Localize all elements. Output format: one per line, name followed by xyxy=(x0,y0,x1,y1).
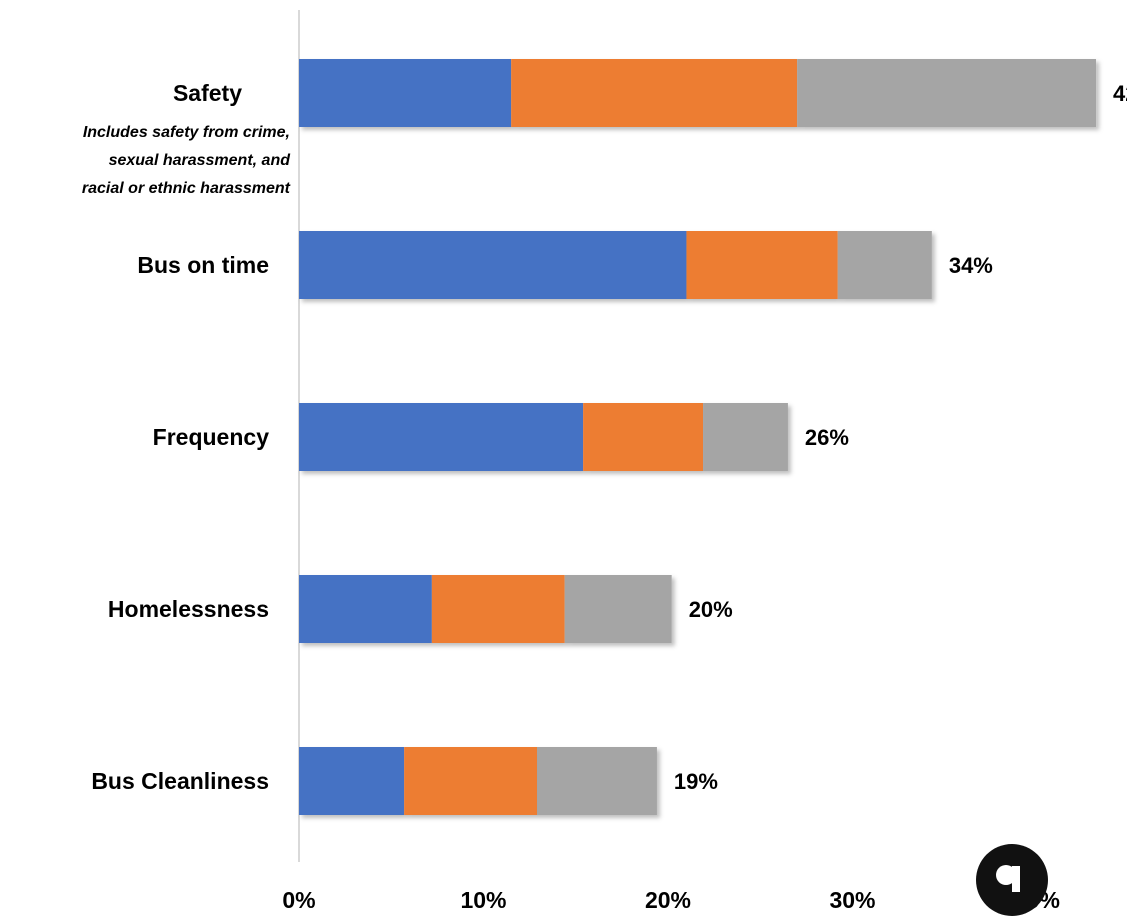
bar-segment-bus-on-time-3 xyxy=(837,231,932,299)
total-label-homelessness: 20% xyxy=(689,597,733,622)
bar-segment-safety-3 xyxy=(797,59,1097,127)
bar-segment-safety-1 xyxy=(299,59,512,127)
bars-layer xyxy=(299,59,1097,815)
bar-segment-bus-cleanliness-2 xyxy=(404,747,538,815)
total-label-bus-on-time: 34% xyxy=(949,253,993,278)
labels-layer: 42% Safety Includes safety from crime, sexu… xyxy=(82,80,1127,794)
bar-group-bus-on-time xyxy=(299,231,932,299)
bar-segment-bus-cleanliness-3 xyxy=(537,747,657,815)
bar-segment-bus-on-time-2 xyxy=(686,231,838,299)
category-label-bus-on-time: Bus on time xyxy=(137,252,269,278)
bar-group-safety xyxy=(299,59,1097,127)
category-note-line-3: racial or ethnic harassment xyxy=(82,180,291,197)
category-label-homelessness: Homelessness xyxy=(108,596,269,622)
category-note-line-1: Includes safety from crime, xyxy=(83,124,290,141)
bar-group-bus-cleanliness xyxy=(299,747,657,815)
x-tick-label-30: 30% xyxy=(829,887,875,913)
category-label-frequency: Frequency xyxy=(153,424,270,450)
total-label-bus-cleanliness: 19% xyxy=(674,769,718,794)
bar-segment-frequency-3 xyxy=(703,403,788,471)
bar-group-homelessness xyxy=(299,575,672,643)
x-tick-label-10: 10% xyxy=(460,887,506,913)
bar-segment-homelessness-2 xyxy=(431,575,565,643)
category-label-safety: Safety xyxy=(173,80,242,106)
bar-segment-homelessness-3 xyxy=(564,575,672,643)
bar-segment-homelessness-1 xyxy=(299,575,432,643)
total-label-frequency: 26% xyxy=(805,425,849,450)
bar-segment-bus-on-time-1 xyxy=(299,231,687,299)
bar-segment-frequency-1 xyxy=(299,403,584,471)
bar-segment-bus-cleanliness-1 xyxy=(299,747,405,815)
bar-group-frequency xyxy=(299,403,788,471)
category-label-bus-cleanliness: Bus Cleanliness xyxy=(91,768,269,794)
category-note-line-2: sexual harassment, and xyxy=(109,152,292,169)
x-tick-label-20: 20% xyxy=(645,887,691,913)
bar-segment-frequency-2 xyxy=(583,403,704,471)
logo-icon xyxy=(976,844,1048,916)
x-axis-ticks: 0%10%20%30%40% xyxy=(282,887,1060,913)
total-label-safety: 42% xyxy=(1113,81,1127,106)
x-tick-label-0: 0% xyxy=(282,887,315,913)
bar-segment-safety-2 xyxy=(511,59,798,127)
